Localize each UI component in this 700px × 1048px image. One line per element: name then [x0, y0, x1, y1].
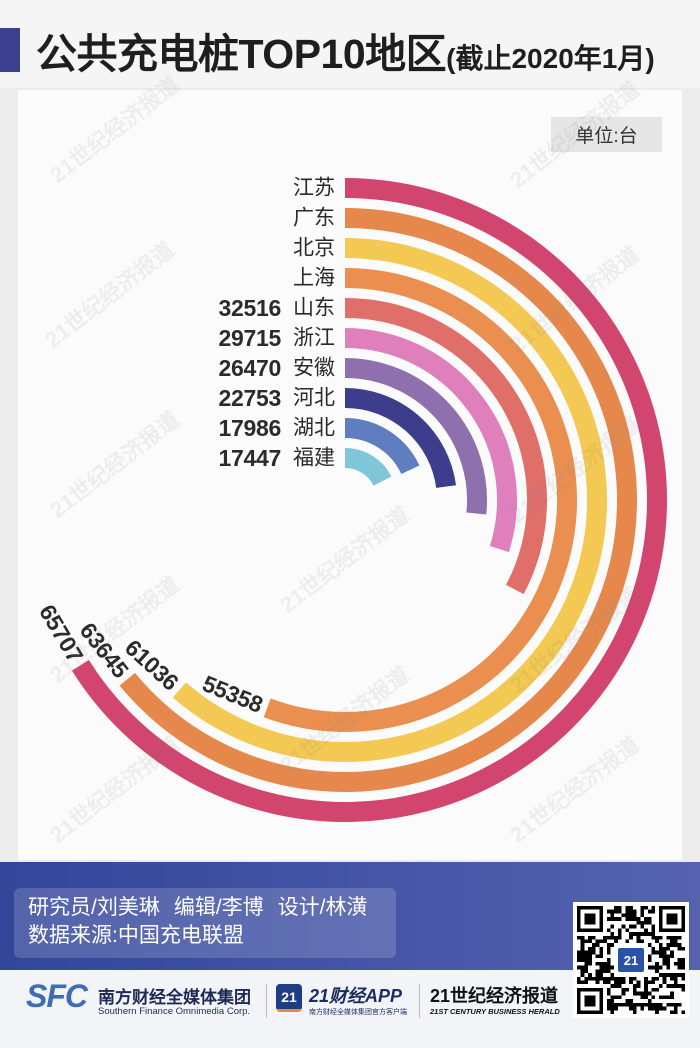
bar-arc-5	[344, 298, 547, 595]
bar-arc-3	[172, 238, 607, 762]
category-label: 福建	[293, 447, 335, 470]
bar-arc-1	[71, 178, 667, 822]
sfc-logo: SFC	[26, 978, 88, 1014]
footer: 研究员/刘美琳 编辑/李博 设计/林潢 数据来源:中国充电联盟 SFC 南方财经全媒…	[0, 862, 700, 1048]
sfc-english-name: Southern Finance Omnimedia Corp.	[98, 1006, 251, 1017]
category-label: 上海	[293, 267, 335, 290]
value-label: 32516	[219, 295, 281, 321]
title-accent-bar	[0, 28, 20, 72]
credits-box: 研究员/刘美琳 编辑/李博 设计/林潢 数据来源:中国充电联盟	[14, 888, 396, 958]
credits-staff-line: 研究员/刘美琳 编辑/李博 设计/林潢	[28, 894, 396, 922]
researcher-credit: 研究员/刘美琳	[28, 896, 160, 919]
unit-label: 单位:台	[551, 117, 662, 152]
category-label: 山东	[293, 297, 335, 320]
sfc-name: 南方财经全媒体集团	[98, 988, 251, 1007]
category-label: 浙江	[293, 327, 335, 350]
data-source: 数据来源:中国充电联盟	[28, 924, 244, 947]
category-label: 安徽	[293, 357, 335, 380]
value-label: 29715	[219, 325, 282, 351]
logo-divider	[266, 984, 267, 1018]
designer-credit: 设计/林潢	[277, 896, 368, 919]
bar-arc-10	[344, 448, 392, 487]
app-subtitle: 南方财经全媒体集团官方客户端	[309, 1009, 407, 1016]
paper-english-name: 21ST CENTURY BUSINESS HERALD	[430, 1007, 560, 1016]
qr-code-pattern	[577, 906, 685, 1014]
value-label: 26470	[219, 355, 281, 381]
category-label: 江苏	[293, 177, 335, 200]
category-label: 广东	[293, 207, 335, 230]
bar-arc-9	[344, 418, 420, 475]
editor-credit: 编辑/李博	[173, 896, 264, 919]
category-label: 湖北	[293, 417, 335, 440]
radial-bar-chart: 江苏65707广东63645北京61036上海55358山东32516浙江297…	[34, 177, 667, 822]
value-label: 22753	[219, 385, 281, 411]
category-label: 河北	[293, 387, 335, 410]
value-label: 17447	[219, 445, 281, 471]
qr-center-badge: 21	[616, 946, 646, 974]
bar-arc-2	[119, 208, 637, 792]
bar-arc-7	[344, 358, 487, 515]
bar-arc-6	[344, 328, 517, 553]
bar-arc-4	[263, 268, 577, 732]
app-logo-badge: 21	[276, 984, 302, 1012]
logo-divider	[419, 984, 420, 1018]
app-name: 21财经APP	[309, 986, 403, 1006]
category-label: 北京	[293, 237, 335, 260]
title-subtitle: (截止2020年1月)	[446, 43, 655, 74]
paper-name: 21世纪经济报道	[430, 986, 559, 1006]
bar-arc-8	[344, 388, 457, 489]
value-label: 17986	[219, 415, 281, 441]
header: 公共充电桩TOP10地区 (截止2020年1月)	[0, 0, 700, 88]
qr-code: 21	[573, 902, 689, 1018]
title-main: 公共充电桩TOP10地区	[36, 31, 447, 77]
page-title: 公共充电桩TOP10地区 (截止2020年1月)	[36, 20, 655, 80]
